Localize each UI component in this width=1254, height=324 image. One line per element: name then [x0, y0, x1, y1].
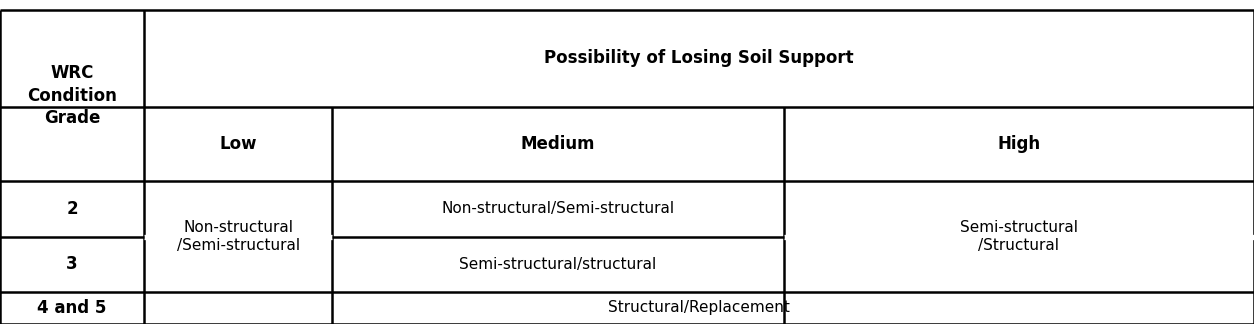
Text: Low: Low [219, 135, 257, 153]
Text: 4 and 5: 4 and 5 [38, 299, 107, 317]
Text: 2: 2 [66, 200, 78, 218]
Text: Non-structural
/Semi-structural: Non-structural /Semi-structural [177, 220, 300, 253]
Text: High: High [997, 135, 1041, 153]
Text: Non-structural/Semi-structural: Non-structural/Semi-structural [441, 202, 675, 216]
Text: WRC
Condition
Grade: WRC Condition Grade [28, 64, 117, 127]
Text: Semi-structural/structural: Semi-structural/structural [459, 257, 657, 272]
Text: 3: 3 [66, 255, 78, 273]
Text: Possibility of Losing Soil Support: Possibility of Losing Soil Support [544, 49, 854, 67]
Text: Structural/Replacement: Structural/Replacement [608, 300, 790, 315]
Text: Medium: Medium [520, 135, 596, 153]
Text: Semi-structural
/Structural: Semi-structural /Structural [959, 220, 1078, 253]
